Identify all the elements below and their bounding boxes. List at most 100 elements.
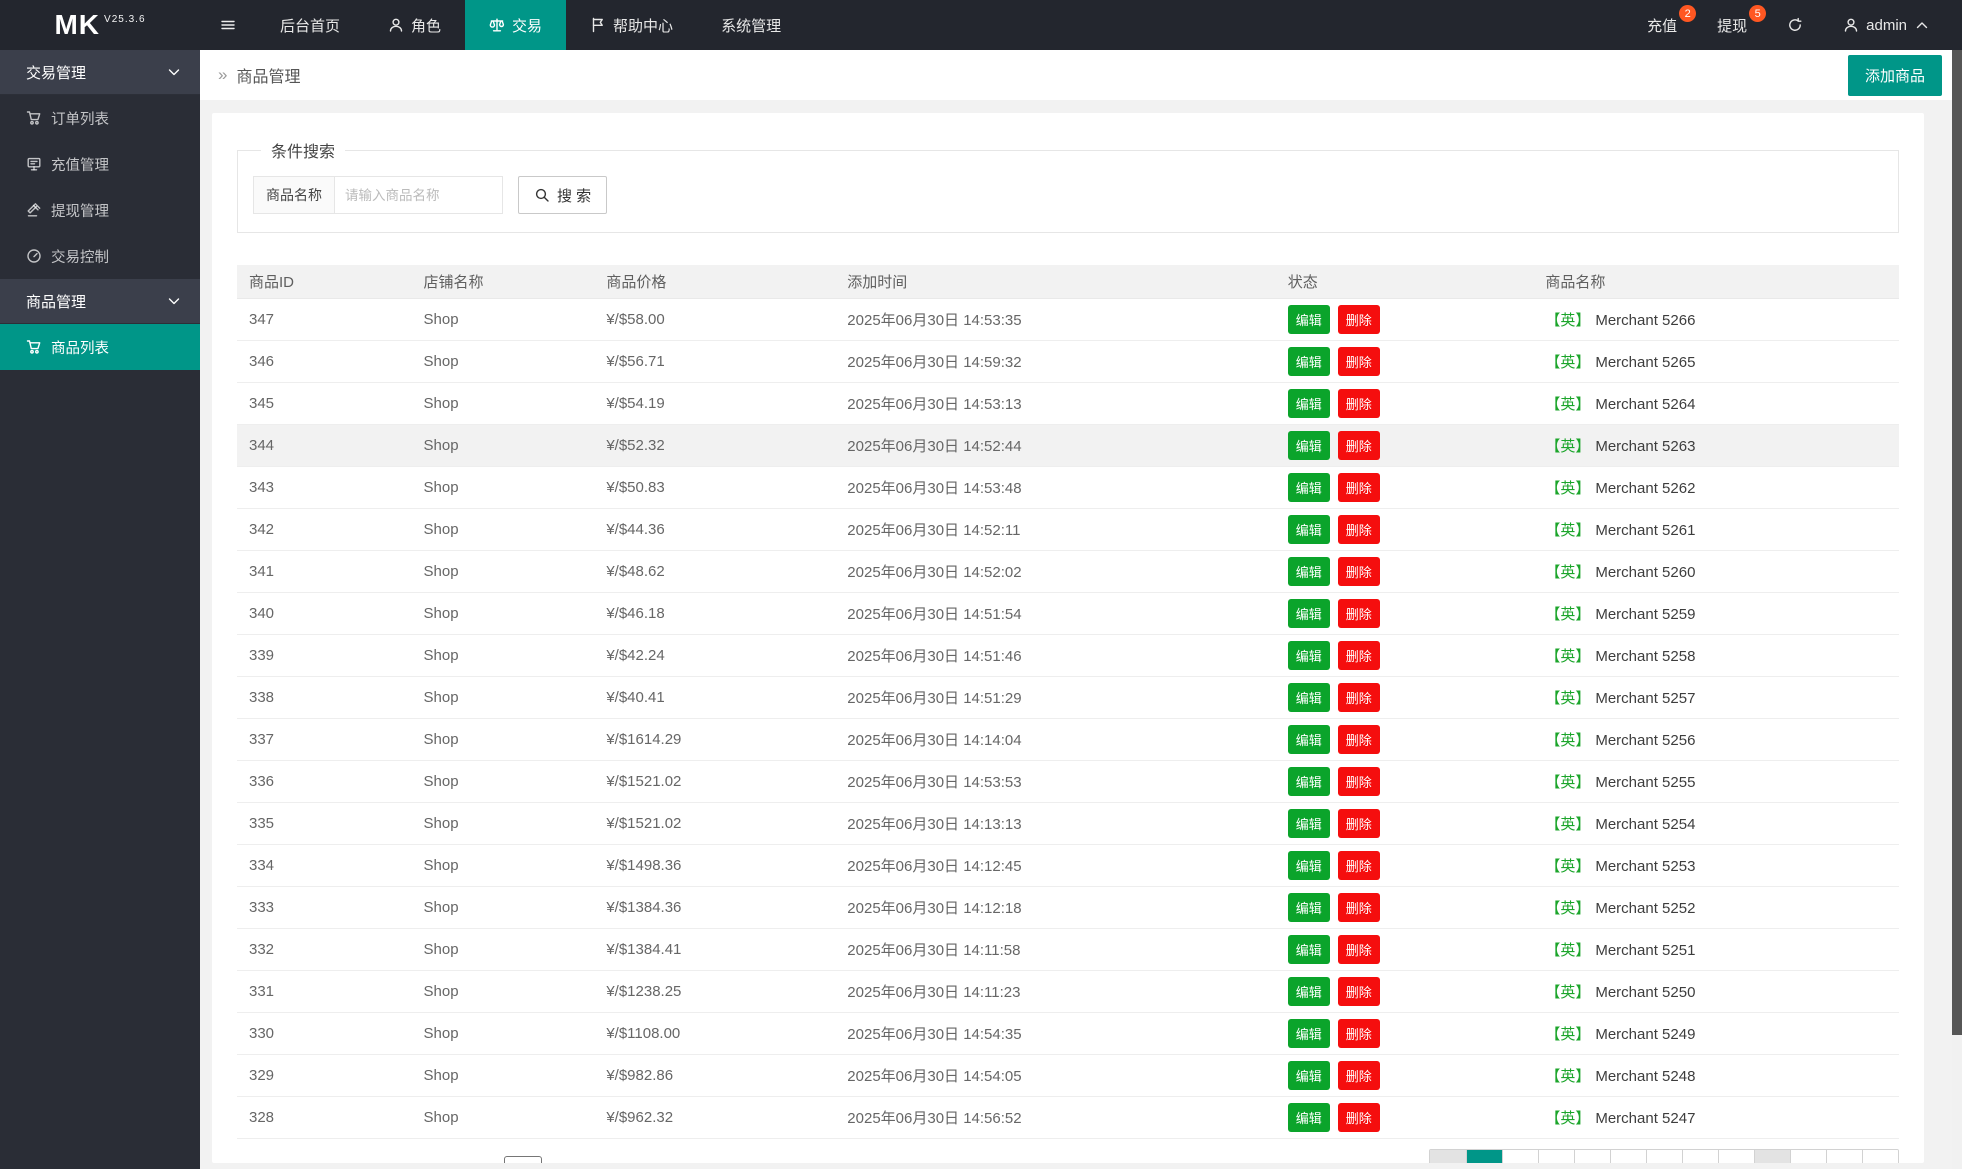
edit-button[interactable]: 编辑 [1287, 1102, 1330, 1132]
delete-button[interactable]: 删除 [1337, 472, 1380, 502]
edit-button[interactable]: 编辑 [1287, 808, 1330, 838]
delete-button[interactable]: 删除 [1337, 976, 1380, 1006]
delete-button[interactable]: 删除 [1337, 766, 1380, 796]
edit-button[interactable]: 编辑 [1287, 766, 1330, 796]
sidebar-item-order-list[interactable]: 订单列表 [0, 95, 200, 141]
page-8[interactable]: 8 [1718, 1149, 1754, 1163]
main-area: » 商品管理 添加商品 条件搜索 商品名称 搜 索 商品ID店铺名称商品价格添加… [200, 50, 1952, 1169]
delete-button[interactable]: 删除 [1337, 430, 1380, 460]
edit-button[interactable]: 编辑 [1287, 724, 1330, 754]
add-product-button[interactable]: 添加商品 [1847, 54, 1942, 96]
cell-price: ¥/$44.36 [594, 508, 836, 551]
gavel-icon [26, 202, 42, 218]
product-name-text: Merchant 5259 [1595, 605, 1696, 623]
delete-button[interactable]: 删除 [1337, 640, 1380, 670]
nav-item-help-center[interactable]: 帮助中心 [566, 0, 697, 50]
delete-button[interactable]: 删除 [1337, 346, 1380, 376]
delete-button[interactable]: 删除 [1337, 808, 1380, 838]
sidebar-item-product-list[interactable]: 商品列表 [0, 324, 200, 370]
edit-button[interactable]: 编辑 [1287, 304, 1330, 334]
delete-button[interactable]: 删除 [1337, 1102, 1380, 1132]
table-row: 332 Shop ¥/$1384.41 2025年06月30日 14:11:58 编辑删… [237, 928, 1899, 971]
cell-price: ¥/$46.18 [594, 592, 836, 635]
delete-button[interactable]: 删除 [1337, 304, 1380, 334]
edit-button[interactable]: 编辑 [1287, 472, 1330, 502]
cell-product-name: 【英】 Merchant 5252 [1533, 886, 1899, 929]
sidebar-toggle-button[interactable] [200, 0, 256, 50]
delete-button[interactable]: 删除 [1337, 850, 1380, 880]
nav-item-label: 交易 [512, 17, 543, 35]
nav-item-label: 帮助中心 [613, 17, 674, 35]
search-button[interactable]: 搜 索 [518, 176, 608, 214]
edit-button[interactable]: 编辑 [1287, 598, 1330, 628]
app-version: V25.3.6 [104, 13, 146, 25]
nav-item-trade[interactable]: 交易 [465, 0, 567, 50]
page-size-select[interactable]: 20 [503, 1156, 542, 1163]
page-17[interactable]: 17 [1790, 1149, 1826, 1163]
delete-button[interactable]: 删除 [1337, 1060, 1380, 1090]
delete-button[interactable]: 删除 [1337, 388, 1380, 418]
refresh-icon [1787, 17, 1803, 33]
language-tag: 【英】 [1545, 647, 1591, 665]
delete-button[interactable]: 删除 [1337, 934, 1380, 964]
cell-time: 2025年06月30日 14:14:04 [835, 718, 1276, 761]
page-5[interactable]: 5 [1610, 1149, 1646, 1163]
sidebar-group-label: 商品管理 [26, 293, 87, 311]
vertical-scrollbar[interactable] [1952, 50, 1962, 1169]
table-row: 337 Shop ¥/$1614.29 2025年06月30日 14:14:04 编辑删… [237, 718, 1899, 761]
delete-button[interactable]: 删除 [1337, 556, 1380, 586]
edit-button[interactable]: 编辑 [1287, 976, 1330, 1006]
delete-button[interactable]: 删除 [1337, 1018, 1380, 1048]
delete-button[interactable]: 删除 [1337, 514, 1380, 544]
page-4[interactable]: 4 [1574, 1149, 1610, 1163]
sidebar-item-recharge-management[interactable]: 充值管理 [0, 141, 200, 187]
nav-item-withdraw[interactable]: 提现 5 [1697, 0, 1767, 50]
cell-id: 333 [237, 886, 412, 929]
page-next[interactable]: » [1862, 1149, 1898, 1163]
edit-button[interactable]: 编辑 [1287, 850, 1330, 880]
nav-item-home[interactable]: 后台首页 [256, 0, 364, 50]
delete-button[interactable]: 删除 [1337, 892, 1380, 922]
scrollbar-thumb[interactable] [1952, 50, 1962, 1035]
edit-button[interactable]: 编辑 [1287, 388, 1330, 418]
nav-item-system[interactable]: 系统管理 [697, 0, 805, 50]
page-3[interactable]: 3 [1538, 1149, 1574, 1163]
sidebar-group-product-management[interactable]: 商品管理 [0, 279, 200, 324]
nav-item-recharge[interactable]: 充值 2 [1627, 0, 1697, 50]
page-2[interactable]: 2 [1502, 1149, 1538, 1163]
edit-button[interactable]: 编辑 [1287, 1018, 1330, 1048]
page-18[interactable]: 18 [1826, 1149, 1862, 1163]
table-footer: total 347 Records，Currently displayed 20… [237, 1141, 1899, 1163]
page-ellipsis[interactable]: ... [1754, 1149, 1790, 1163]
delete-button[interactable]: 删除 [1337, 682, 1380, 712]
search-row: 商品名称 搜 索 [253, 176, 1883, 214]
edit-button[interactable]: 编辑 [1287, 934, 1330, 964]
edit-button[interactable]: 编辑 [1287, 892, 1330, 922]
edit-button[interactable]: 编辑 [1287, 682, 1330, 712]
edit-button[interactable]: 编辑 [1287, 1060, 1330, 1090]
delete-button[interactable]: 删除 [1337, 598, 1380, 628]
sidebar-item-withdraw-management[interactable]: 提现管理 [0, 187, 200, 233]
edit-button[interactable]: 编辑 [1287, 346, 1330, 376]
edit-button[interactable]: 编辑 [1287, 514, 1330, 544]
user-menu[interactable]: admin [1823, 0, 1950, 50]
page-7[interactable]: 7 [1682, 1149, 1718, 1163]
edit-button[interactable]: 编辑 [1287, 640, 1330, 670]
nav-item-roles[interactable]: 角色 [364, 0, 465, 50]
edit-button[interactable]: 编辑 [1287, 556, 1330, 586]
edit-button[interactable]: 编辑 [1287, 430, 1330, 460]
language-tag: 【英】 [1545, 311, 1591, 329]
delete-button[interactable]: 删除 [1337, 724, 1380, 754]
page-prev[interactable]: « [1430, 1149, 1466, 1163]
cell-price: ¥/$982.86 [594, 1054, 836, 1097]
cell-product-name: 【英】 Merchant 5251 [1533, 928, 1899, 971]
refresh-button[interactable] [1767, 0, 1823, 50]
product-name-input[interactable] [335, 176, 503, 214]
table-row: 347 Shop ¥/$58.00 2025年06月30日 14:53:35 编辑 删除【… [237, 298, 1899, 341]
page-6[interactable]: 6 [1646, 1149, 1682, 1163]
sidebar-item-trade-control[interactable]: 交易控制 [0, 233, 200, 279]
sidebar-group-trade-management[interactable]: 交易管理 [0, 50, 200, 95]
cell-product-name: 【英】 Merchant 5262 [1533, 466, 1899, 509]
page-1[interactable]: 1 [1466, 1149, 1502, 1163]
table-row: 341 Shop ¥/$48.62 2025年06月30日 14:52:02 编辑 删除【… [237, 550, 1899, 593]
